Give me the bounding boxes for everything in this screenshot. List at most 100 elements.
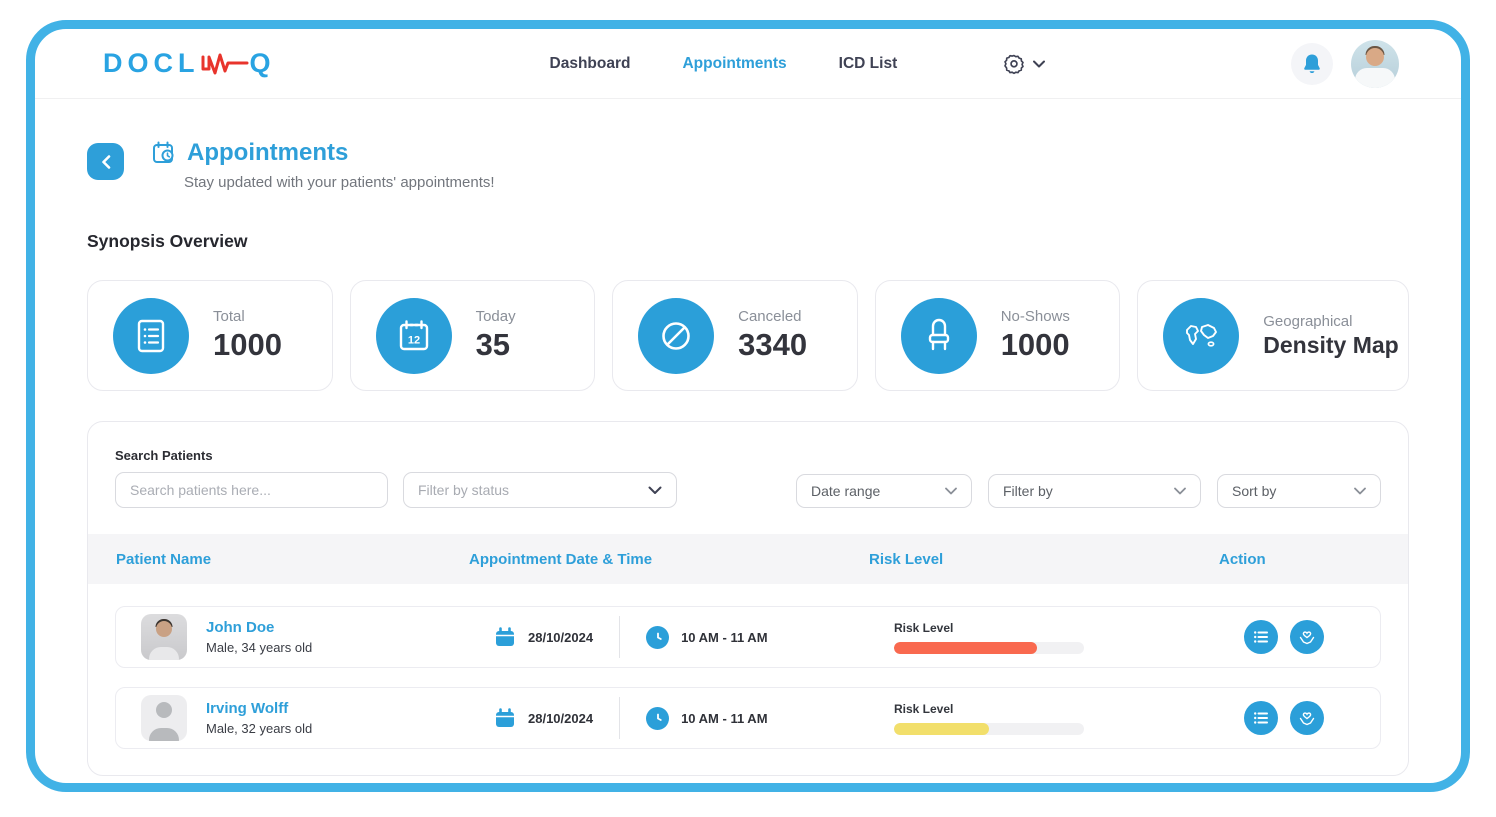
- patient-cell: John Doe Male, 34 years old: [141, 614, 494, 660]
- stat-label: Total: [213, 308, 245, 325]
- table-header: Patient Name Appointment Date & Time Ris…: [88, 534, 1408, 584]
- actions-cell: [1244, 620, 1362, 654]
- clock-icon: [646, 706, 670, 730]
- logo-text-right: Q: [249, 48, 276, 78]
- stat-value: 1000: [1000, 327, 1070, 362]
- title-block: Appointments Stay updated with your pati…: [152, 139, 495, 191]
- patient-details: Male, 32 years old: [206, 721, 313, 736]
- column-header-date-time[interactable]: Appointment Date & Time: [469, 550, 653, 568]
- table-body: John Doe Male, 34 years old 28/10/2024: [88, 584, 1408, 775]
- risk-progress-bar: [894, 722, 1084, 735]
- search-input[interactable]: [115, 472, 388, 508]
- filters-row: Search Patients Filter by status Date: [88, 448, 1408, 508]
- nav-icd-list[interactable]: ICD List: [838, 54, 898, 72]
- clock-icon: [646, 625, 670, 649]
- chair-icon: [928, 318, 949, 350]
- care-button[interactable]: [1290, 701, 1324, 735]
- heart-hands-icon: [1299, 631, 1315, 645]
- svg-text:12: 12: [407, 334, 419, 346]
- synopsis-cards: Total 1000 12 Today 35: [87, 280, 1410, 391]
- stat-label: Geographical: [1263, 312, 1353, 330]
- stat-label: Canceled: [738, 308, 802, 325]
- patients-panel: Search Patients Filter by status Date: [87, 421, 1409, 776]
- view-details-button[interactable]: [1244, 701, 1278, 735]
- chevron-down-icon: [945, 487, 957, 495]
- column-header-risk-level[interactable]: Risk Level: [869, 550, 944, 568]
- bell-icon: [1304, 54, 1320, 73]
- stat-value: 1000: [213, 327, 282, 362]
- calendar-icon: [496, 627, 514, 646]
- chevron-down-icon: [1354, 487, 1366, 495]
- top-navigation-bar: DOCL Q Dashboard Appointments ICD List: [35, 29, 1461, 99]
- appointment-date: 28/10/2024: [528, 629, 594, 645]
- chevron-down-icon: [1033, 60, 1046, 67]
- logo-text-left: DOCL: [103, 48, 200, 78]
- sort-by-select[interactable]: Sort by: [1217, 474, 1381, 508]
- actions-cell: [1244, 701, 1362, 735]
- stat-label: Today: [475, 308, 516, 325]
- page-content: Appointments Stay updated with your pati…: [35, 139, 1461, 776]
- stat-card-density-map[interactable]: Geographical Density Map: [1137, 280, 1410, 391]
- risk-progress-fill: [894, 722, 989, 735]
- topbar-right: [1291, 39, 1399, 88]
- stat-card-canceled[interactable]: Canceled 3340: [612, 280, 858, 391]
- patient-photo: [141, 614, 187, 660]
- risk-level-label: Risk Level: [894, 620, 954, 635]
- patient-name-link[interactable]: John Doe: [206, 619, 275, 636]
- notifications-button[interactable]: [1291, 42, 1333, 85]
- appointment-time: 10 AM - 11 AM: [681, 629, 768, 645]
- patient-details: Male, 34 years old: [206, 640, 313, 655]
- column-header-patient-name[interactable]: Patient Name: [116, 550, 212, 568]
- calendar-clock-icon: [153, 141, 174, 163]
- chevron-left-icon: [101, 154, 110, 169]
- brand-logo[interactable]: DOCL Q: [103, 48, 276, 79]
- list-icon: [1254, 631, 1268, 643]
- world-map-icon: [1186, 323, 1218, 347]
- gear-icon: [1004, 54, 1025, 74]
- view-details-button[interactable]: [1244, 620, 1278, 654]
- patient-cell: Irving Wolff Male, 32 years old: [141, 695, 494, 741]
- filter-status-select[interactable]: Filter by status: [403, 472, 677, 508]
- table-row: John Doe Male, 34 years old 28/10/2024: [115, 606, 1381, 668]
- patient-placeholder-avatar: [141, 695, 187, 741]
- date-range-select[interactable]: Date range: [796, 474, 972, 508]
- app-window: DOCL Q Dashboard Appointments ICD List: [26, 20, 1470, 792]
- secondary-filters: Date range Filter by Sort by: [796, 474, 1381, 508]
- page-title: Appointments: [187, 139, 349, 166]
- synopsis-heading: Synopsis Overview: [87, 231, 248, 251]
- ban-icon: [662, 321, 690, 350]
- stat-value: 3340: [738, 327, 808, 362]
- main-nav: Dashboard Appointments ICD List: [550, 53, 1046, 75]
- stat-card-total[interactable]: Total 1000: [87, 280, 333, 391]
- settings-menu[interactable]: [1003, 53, 1046, 75]
- heartbeat-icon: [201, 53, 248, 74]
- datetime-cell: 28/10/2024 10 AM - 11 AM: [494, 697, 894, 739]
- stat-value: Density Map: [1263, 331, 1399, 358]
- back-button[interactable]: [87, 143, 124, 180]
- filter-by-select[interactable]: Filter by: [988, 474, 1201, 508]
- datetime-cell: 28/10/2024 10 AM - 11 AM: [494, 616, 894, 658]
- column-header-action[interactable]: Action: [1219, 550, 1266, 568]
- nav-dashboard[interactable]: Dashboard: [549, 54, 631, 72]
- care-button[interactable]: [1290, 620, 1324, 654]
- user-avatar[interactable]: [1351, 39, 1399, 88]
- stat-card-today[interactable]: 12 Today 35: [349, 280, 596, 391]
- list-icon: [1254, 712, 1268, 724]
- appointment-time: 10 AM - 11 AM: [681, 710, 768, 726]
- calendar-12-icon: 12: [399, 319, 428, 350]
- divider: [619, 697, 621, 739]
- stat-label: No-Shows: [1000, 308, 1070, 325]
- stat-card-no-shows[interactable]: No-Shows 1000: [874, 280, 1121, 391]
- nav-appointments[interactable]: Appointments: [682, 54, 787, 72]
- calendar-icon: [496, 708, 514, 727]
- divider: [619, 616, 621, 658]
- patient-name-link[interactable]: Irving Wolff: [206, 700, 289, 717]
- chevron-down-icon: [648, 486, 662, 494]
- risk-level-label: Risk Level: [894, 701, 954, 716]
- risk-cell: Risk Level: [894, 621, 1244, 654]
- search-group: Search Patients Filter by status: [115, 448, 677, 508]
- risk-progress-fill: [894, 641, 1037, 654]
- chevron-down-icon: [1174, 487, 1186, 495]
- page-header: Appointments Stay updated with your pati…: [87, 139, 1409, 191]
- risk-cell: Risk Level: [894, 702, 1244, 735]
